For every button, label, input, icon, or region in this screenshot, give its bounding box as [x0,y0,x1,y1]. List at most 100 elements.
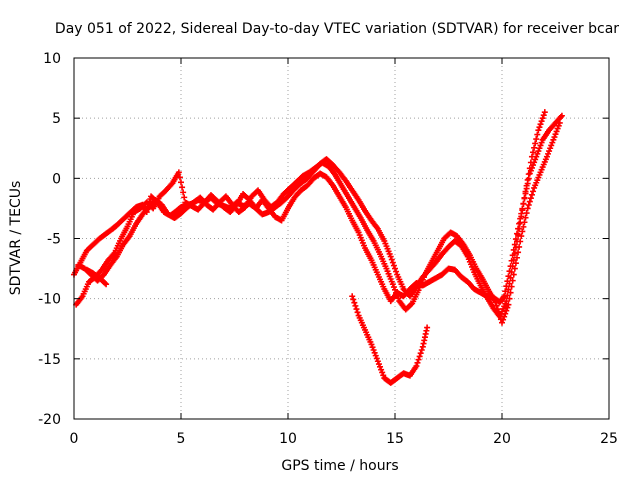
data-point [541,109,548,116]
grid [74,58,609,419]
series-track-2 [73,109,548,320]
data-point [368,341,375,348]
data-point [552,131,559,138]
data-point [520,223,527,230]
data-point [389,259,396,266]
series-track-3 [75,119,563,326]
data-point [536,124,543,131]
data-point [527,195,534,202]
data-point [501,293,508,300]
chart-title: Day 051 of 2022, Sidereal Day-to-day VTE… [55,21,619,37]
y-tick-label: -5 [47,232,61,248]
data-point [519,207,526,214]
data-point [534,131,541,138]
y-tick-label: -10 [38,292,61,308]
data-point [513,254,520,261]
data-point [526,198,533,205]
data-point [523,210,530,217]
data-point [526,165,533,172]
data-point [506,280,513,287]
data-points [71,109,565,386]
data-point [522,214,529,221]
data-point [392,286,398,293]
data-point [555,122,562,129]
data-point [523,182,530,189]
data-point [510,271,517,278]
data-point [525,171,532,178]
data-point [388,256,395,263]
data-point [502,288,509,295]
series-track-5 [83,266,110,288]
data-point [395,295,402,302]
y-tick-label: 5 [52,111,61,127]
data-point [547,145,554,152]
data-point [551,134,558,141]
data-point [511,250,518,257]
x-tick-label: 20 [493,431,511,447]
data-point [505,301,512,308]
data-point [537,121,544,128]
series-track-4 [349,293,431,386]
data-point [553,128,560,135]
axis-ticks: 0 5 10 15 20 25 -20 -15 -10 -5 0 5 10 [38,51,618,447]
data-point [375,361,382,368]
data-point [503,298,510,305]
data-point [103,281,110,288]
data-point [534,150,541,157]
data-point [379,369,386,376]
data-point [528,153,535,160]
data-point [508,283,515,290]
data-point [530,149,537,156]
data-point [350,296,357,303]
data-point [415,356,422,363]
data-point [178,179,184,186]
data-point [511,241,518,248]
data-point [515,232,522,239]
data-point [372,352,379,359]
data-point [374,358,381,365]
y-tick-label: -20 [38,412,61,428]
data-point [528,191,535,198]
data-point [181,194,188,201]
data-point [506,295,513,302]
data-point [516,220,523,227]
data-point [179,184,186,191]
data-point [496,312,503,319]
data-point [503,283,510,290]
data-point [546,148,553,155]
data-point [413,363,420,370]
data-point [369,344,376,351]
data-point [387,253,394,260]
data-point [538,118,545,125]
data-point [370,347,377,354]
data-point [532,140,539,147]
data-point [352,302,359,309]
x-tick-label: 10 [279,431,297,447]
x-tick-label: 25 [600,431,618,447]
data-point [545,150,552,157]
data-point [511,265,518,272]
data-point [180,189,187,196]
y-axis-label: SDTVAR / TECUs [8,181,24,296]
data-point [554,125,561,132]
data-point [518,213,525,220]
data-point [378,366,385,373]
x-axis-label: GPS time / hours [281,458,398,474]
y-tick-label: 0 [52,171,61,187]
data-point [505,286,512,293]
data-point [538,139,545,146]
data-point [531,144,538,151]
data-point [380,372,387,379]
y-tick-label: -15 [38,352,61,368]
data-point [512,260,519,267]
data-point [525,202,532,209]
y-tick-label: 10 [43,51,61,67]
data-point [416,353,423,360]
data-point [549,139,556,146]
data-point [516,243,523,250]
data-point [504,292,511,299]
data-point [530,188,537,195]
data-point [558,112,565,119]
data-point [537,142,544,149]
